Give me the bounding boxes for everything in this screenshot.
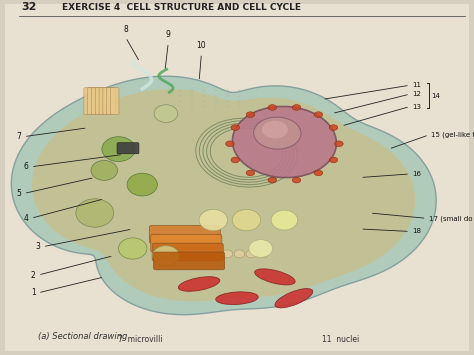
Ellipse shape (238, 105, 241, 108)
Ellipse shape (153, 246, 179, 266)
Ellipse shape (214, 95, 217, 97)
Ellipse shape (127, 173, 157, 196)
Ellipse shape (102, 137, 135, 162)
Text: 14: 14 (431, 93, 440, 99)
Text: 6: 6 (24, 162, 28, 171)
Text: 15 (gel-like f: 15 (gel-like f (431, 132, 474, 138)
Ellipse shape (178, 277, 220, 291)
Ellipse shape (179, 100, 182, 102)
Ellipse shape (238, 100, 241, 102)
Ellipse shape (258, 250, 268, 258)
Ellipse shape (202, 105, 205, 108)
Ellipse shape (231, 157, 239, 163)
Ellipse shape (232, 209, 261, 231)
Ellipse shape (214, 89, 217, 92)
FancyBboxPatch shape (107, 88, 115, 115)
Ellipse shape (202, 89, 205, 92)
Polygon shape (32, 89, 415, 301)
Text: 4: 4 (24, 214, 28, 223)
Text: (a) Sectional drawing: (a) Sectional drawing (38, 332, 128, 341)
Text: 17 (small do: 17 (small do (429, 215, 473, 222)
Text: 32: 32 (21, 2, 36, 12)
Ellipse shape (226, 95, 229, 97)
Text: 9: 9 (166, 30, 171, 39)
Ellipse shape (268, 105, 276, 110)
FancyBboxPatch shape (84, 88, 92, 115)
Text: 7: 7 (17, 132, 21, 141)
Ellipse shape (254, 117, 301, 149)
Ellipse shape (268, 177, 276, 183)
Ellipse shape (271, 210, 298, 230)
Ellipse shape (76, 199, 114, 227)
Ellipse shape (226, 105, 229, 108)
Ellipse shape (226, 89, 229, 92)
Text: 7  microvilli: 7 microvilli (118, 335, 163, 344)
FancyBboxPatch shape (152, 243, 223, 261)
FancyBboxPatch shape (91, 88, 100, 115)
Text: EXERCISE 4  CELL STRUCTURE AND CELL CYCLE: EXERCISE 4 CELL STRUCTURE AND CELL CYCLE (62, 4, 301, 12)
Ellipse shape (314, 170, 323, 176)
Ellipse shape (118, 238, 147, 259)
FancyBboxPatch shape (117, 143, 139, 154)
Ellipse shape (314, 112, 323, 118)
Ellipse shape (222, 250, 233, 258)
Ellipse shape (179, 95, 182, 97)
Ellipse shape (234, 250, 245, 258)
Ellipse shape (329, 157, 338, 163)
Polygon shape (11, 76, 436, 315)
Ellipse shape (262, 121, 288, 138)
Text: 11: 11 (412, 82, 421, 88)
Ellipse shape (154, 105, 178, 122)
Ellipse shape (191, 105, 193, 108)
Ellipse shape (214, 100, 217, 102)
Ellipse shape (335, 141, 343, 147)
Text: 10: 10 (197, 41, 206, 50)
Ellipse shape (191, 100, 193, 102)
Ellipse shape (246, 112, 255, 118)
Ellipse shape (292, 177, 301, 183)
FancyBboxPatch shape (110, 88, 119, 115)
Ellipse shape (214, 105, 217, 108)
Ellipse shape (246, 250, 256, 258)
Ellipse shape (202, 100, 205, 102)
FancyBboxPatch shape (95, 88, 104, 115)
Text: 2: 2 (31, 271, 36, 280)
Ellipse shape (91, 160, 118, 180)
Ellipse shape (292, 105, 301, 110)
Ellipse shape (179, 105, 182, 108)
Ellipse shape (255, 269, 295, 285)
FancyBboxPatch shape (99, 88, 108, 115)
Text: 12: 12 (412, 91, 421, 97)
Text: 13: 13 (412, 104, 421, 109)
Ellipse shape (232, 106, 337, 178)
FancyBboxPatch shape (88, 88, 96, 115)
Ellipse shape (226, 141, 234, 147)
Ellipse shape (275, 289, 313, 308)
FancyBboxPatch shape (151, 234, 222, 252)
FancyBboxPatch shape (149, 225, 220, 243)
Ellipse shape (246, 170, 255, 176)
Text: 5: 5 (17, 189, 21, 198)
Text: 11  nuclei: 11 nuclei (322, 335, 360, 344)
Text: 3: 3 (36, 242, 40, 251)
Text: 16: 16 (412, 171, 421, 177)
Text: 18: 18 (412, 229, 421, 234)
Ellipse shape (199, 209, 228, 231)
Ellipse shape (202, 95, 205, 97)
Text: 8: 8 (123, 25, 128, 34)
Ellipse shape (249, 240, 273, 257)
Ellipse shape (238, 95, 241, 97)
Ellipse shape (238, 89, 241, 92)
Ellipse shape (179, 89, 182, 92)
Ellipse shape (226, 100, 229, 102)
Ellipse shape (191, 89, 193, 92)
Ellipse shape (231, 125, 239, 130)
Ellipse shape (191, 95, 193, 97)
FancyBboxPatch shape (5, 4, 469, 351)
Ellipse shape (216, 292, 258, 305)
FancyBboxPatch shape (154, 252, 225, 270)
FancyBboxPatch shape (103, 88, 111, 115)
Text: 1: 1 (31, 288, 36, 297)
Ellipse shape (329, 125, 338, 130)
